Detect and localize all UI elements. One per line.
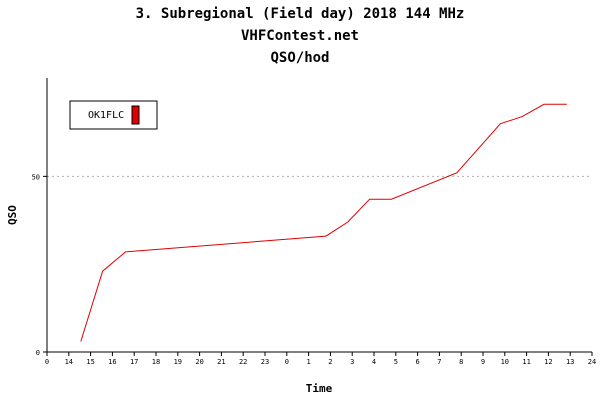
x-tick-label: 2: [328, 358, 332, 366]
y-tick-label: 50: [32, 173, 40, 181]
series-layer: [80, 103, 567, 342]
x-tick-label: 3: [350, 358, 354, 366]
site-name: VHFContest.net: [240, 28, 359, 44]
series-line-ok1flc: [80, 103, 567, 342]
x-tick-label: 5: [394, 358, 398, 366]
chart-subtitle: QSO/hod: [270, 50, 330, 66]
x-tick-label: 24: [588, 358, 596, 366]
y-axis-ticks: 0 50: [32, 173, 47, 357]
x-tick-label: 1: [306, 358, 310, 366]
x-tick-label: 7: [437, 358, 441, 366]
x-tick-label: 10: [501, 358, 509, 366]
axes: [46, 78, 592, 353]
x-tick-label: 16: [108, 358, 116, 366]
legend: OK1FLC: [69, 100, 158, 130]
x-tick-label: 17: [130, 358, 138, 366]
x-tick-label: 20: [195, 358, 203, 366]
x-tick-label: 19: [174, 358, 182, 366]
legend-label: OK1FLC: [88, 110, 124, 121]
x-tick-label: 0: [285, 358, 289, 366]
x-axis-ticks: 0 14 15 16 17 18 19 20 21 22 23 0 1 2 3 4 5 6 7 8 9 10 11 12 13 2…: [45, 352, 596, 366]
x-tick-label: 14: [65, 358, 73, 366]
x-tick-label: 0: [45, 358, 49, 366]
x-tick-label: 8: [459, 358, 463, 366]
x-tick-label: 23: [261, 358, 269, 366]
x-tick-label: 13: [566, 358, 574, 366]
y-axis-title: QSO: [6, 205, 19, 225]
x-tick-label: 22: [239, 358, 247, 366]
x-tick-label: 12: [544, 358, 552, 366]
x-tick-label: 11: [522, 358, 530, 366]
legend-swatch: [131, 105, 140, 125]
x-tick-label: 21: [217, 358, 225, 366]
x-tick-label: 18: [152, 358, 160, 366]
x-tick-label: 6: [415, 358, 419, 366]
x-tick-label: 15: [86, 358, 94, 366]
chart-title: 3. Subregional (Field day) 2018 144 MHz: [135, 6, 465, 22]
x-axis-title: Time: [306, 382, 333, 395]
x-tick-label: 9: [481, 358, 485, 366]
x-tick-label: 4: [372, 358, 376, 366]
y-tick-label: 0: [36, 349, 40, 357]
legend-box: [69, 100, 158, 130]
